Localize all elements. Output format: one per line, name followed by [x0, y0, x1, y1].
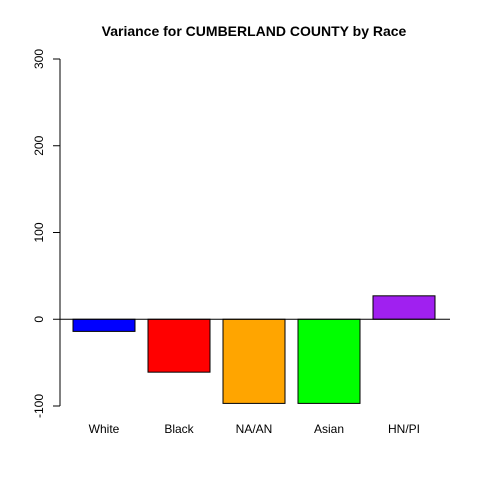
x-tick-label: Asian [314, 422, 344, 436]
bar-black [147, 318, 211, 373]
bars [60, 295, 450, 404]
x-tick-label: Black [164, 422, 194, 436]
x-tick-label: HN/PI [388, 422, 420, 436]
y-tick-label: 0 [32, 316, 46, 323]
bar-asian [297, 318, 361, 404]
x-tick-label: White [89, 422, 120, 436]
chart-title: Variance for CUMBERLAND COUNTY by Race [102, 23, 407, 39]
y-tick-label: 200 [32, 135, 46, 155]
y-axis: -100 0 100 200 300 [32, 49, 61, 418]
y-tick-label: -100 [32, 394, 46, 418]
x-tick-label: NA/AN [236, 422, 273, 436]
bar-hn-pi [372, 295, 436, 320]
x-axis-labels: White Black NA/AN Asian HN/PI [89, 422, 420, 436]
y-tick-label: 300 [32, 49, 46, 69]
bar-white [72, 318, 136, 332]
bar-na-an [222, 318, 286, 404]
y-tick-label: 100 [32, 222, 46, 242]
